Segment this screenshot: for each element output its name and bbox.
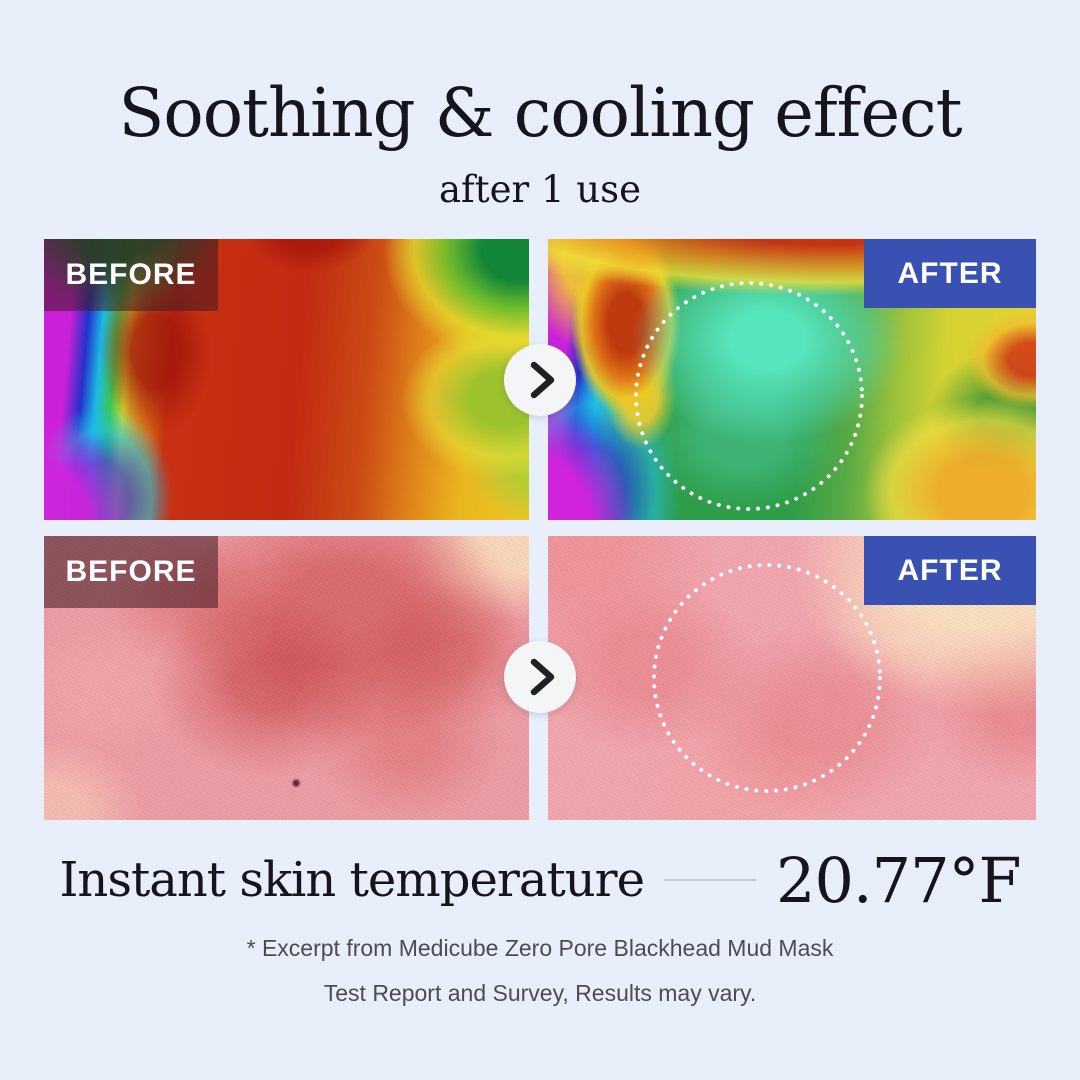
chevron-right-icon <box>530 658 555 696</box>
before-badge: BEFORE <box>44 536 218 608</box>
dotted-circle-icon <box>652 563 882 793</box>
skin-before-image: BEFORE <box>44 536 529 820</box>
chevron-right-icon <box>530 361 555 399</box>
result-value: 20.77°F <box>776 843 1022 917</box>
result-row: Instant skin temperature 20.77°F <box>0 835 1080 925</box>
result-divider <box>664 879 757 881</box>
thermal-after-image: AFTER <box>548 239 1036 520</box>
after-badge: AFTER <box>864 239 1036 308</box>
result-label: Instant skin temperature <box>59 852 645 908</box>
comparison-grid: BEFORE AFTER BEFORE AFTER <box>44 239 1036 820</box>
after-badge-label: AFTER <box>897 256 1003 290</box>
before-badge-label: BEFORE <box>65 258 197 291</box>
dotted-circle-icon <box>634 281 864 511</box>
after-badge: AFTER <box>864 536 1036 605</box>
page-title: Soothing & cooling effect <box>118 74 962 152</box>
footnote-line-1: * Excerpt from Medicube Zero Pore Blackh… <box>246 935 834 961</box>
thermal-before-image: BEFORE <box>44 239 529 520</box>
arrow-circle <box>504 344 576 416</box>
after-badge-label: AFTER <box>897 553 1003 587</box>
footnote: * Excerpt from Medicube Zero Pore Blackh… <box>0 926 1080 1016</box>
before-badge-label: BEFORE <box>65 555 197 588</box>
arrow-circle <box>504 641 576 713</box>
page-subtitle: after 1 use <box>439 168 641 211</box>
footnote-line-2: Test Report and Survey, Results may vary… <box>323 980 757 1006</box>
before-badge: BEFORE <box>44 239 218 311</box>
skin-after-image: AFTER <box>548 536 1036 820</box>
